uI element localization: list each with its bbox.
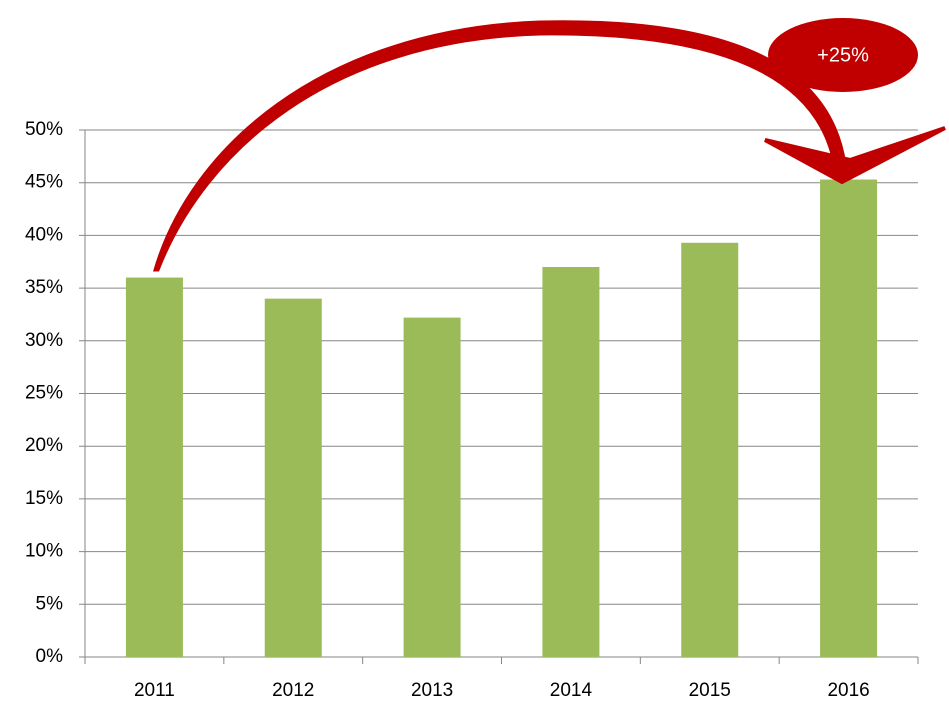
y-tick-label: 30% bbox=[25, 330, 63, 351]
bar bbox=[403, 317, 461, 657]
annotation: +25% bbox=[817, 44, 869, 66]
y-tick-label: 50% bbox=[25, 119, 63, 140]
x-tick-label: 2013 bbox=[411, 680, 453, 701]
growth-arrow bbox=[152, 20, 946, 272]
x-tick-label: 2011 bbox=[134, 680, 175, 701]
y-tick-label: 20% bbox=[25, 435, 63, 456]
bar bbox=[264, 298, 322, 657]
bar bbox=[820, 179, 878, 657]
annotation-bubble bbox=[768, 18, 918, 92]
y-tick-label: 5% bbox=[36, 593, 64, 614]
x-tick-label: 2014 bbox=[550, 680, 593, 701]
y-tick-label: 0% bbox=[36, 646, 64, 667]
bar bbox=[125, 277, 183, 657]
y-tick-label: 40% bbox=[25, 224, 63, 245]
y-tick-label: 25% bbox=[25, 383, 63, 404]
bar bbox=[542, 267, 600, 657]
bar bbox=[681, 242, 739, 657]
arrow-head bbox=[764, 126, 946, 185]
y-tick-label: 10% bbox=[25, 541, 63, 562]
arrow-body bbox=[152, 20, 847, 272]
y-tick-label: 35% bbox=[25, 277, 63, 298]
x-tick-label: 2015 bbox=[689, 680, 731, 701]
x-tick-label: 2016 bbox=[827, 680, 869, 701]
x-tick-label: 2012 bbox=[272, 680, 314, 701]
y-tick-label: 15% bbox=[25, 488, 63, 509]
y-tick-label: 45% bbox=[25, 172, 63, 193]
